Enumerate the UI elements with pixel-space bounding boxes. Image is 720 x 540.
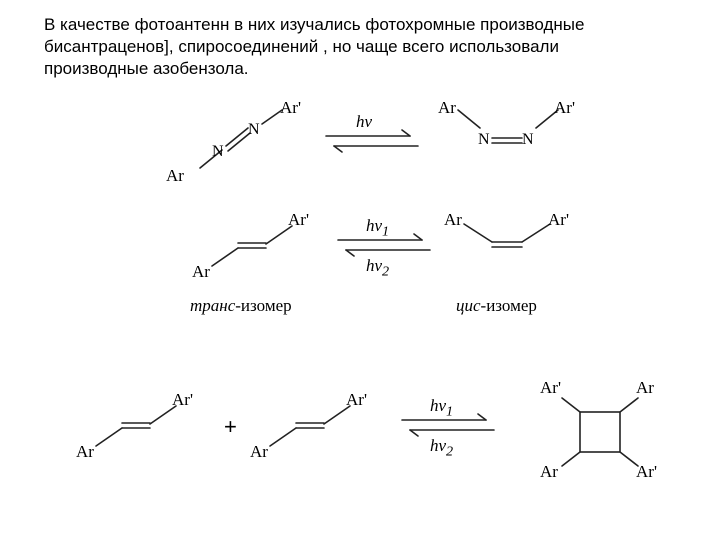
azo-arrow — [320, 128, 420, 156]
cb-ar2: Ar — [540, 462, 558, 482]
azo-cis: N N — [448, 110, 578, 170]
stilbene-cis-ar: Ar — [444, 210, 462, 230]
cyclo-hv1: hν1 — [430, 396, 453, 420]
cyclobutane — [540, 388, 660, 472]
svg-text:N: N — [212, 143, 224, 160]
cb-arp2: Ar' — [636, 462, 657, 482]
intro-text: В качестве фотоантенн в них изучались фо… — [44, 14, 644, 79]
azo-arrow-label: hν — [356, 112, 372, 132]
cb-ar1: Ar — [636, 378, 654, 398]
r2-arp: Ar' — [346, 390, 367, 410]
stilbene-hv2: hν2 — [366, 256, 389, 280]
azo-trans-ar: Ar — [166, 166, 184, 186]
azo-cis-arp: Ar' — [554, 98, 575, 118]
r1-ar: Ar — [76, 442, 94, 462]
stilbene-hv1: hν1 — [366, 216, 389, 240]
plus-sign: + — [224, 414, 237, 440]
cyclo-hv2: hν2 — [430, 436, 453, 460]
stilbene-trans-ar: Ar — [192, 262, 210, 282]
svg-text:N: N — [522, 131, 534, 148]
svg-text:N: N — [248, 121, 260, 138]
svg-text:N: N — [478, 131, 490, 148]
cis-caption: цис-изомер — [456, 296, 537, 316]
azo-trans-arp: Ar' — [280, 98, 301, 118]
cb-arp1: Ar' — [540, 378, 561, 398]
r2-ar: Ar — [250, 442, 268, 462]
azo-cis-ar: Ar — [438, 98, 456, 118]
stilbene-trans-arp: Ar' — [288, 210, 309, 230]
trans-caption: транс-изомер — [190, 296, 292, 316]
page: В качестве фотоантенн в них изучались фо… — [0, 0, 720, 540]
azo-trans: N N — [170, 110, 290, 180]
r1-arp: Ar' — [172, 390, 193, 410]
stilbene-cis-arp: Ar' — [548, 210, 569, 230]
